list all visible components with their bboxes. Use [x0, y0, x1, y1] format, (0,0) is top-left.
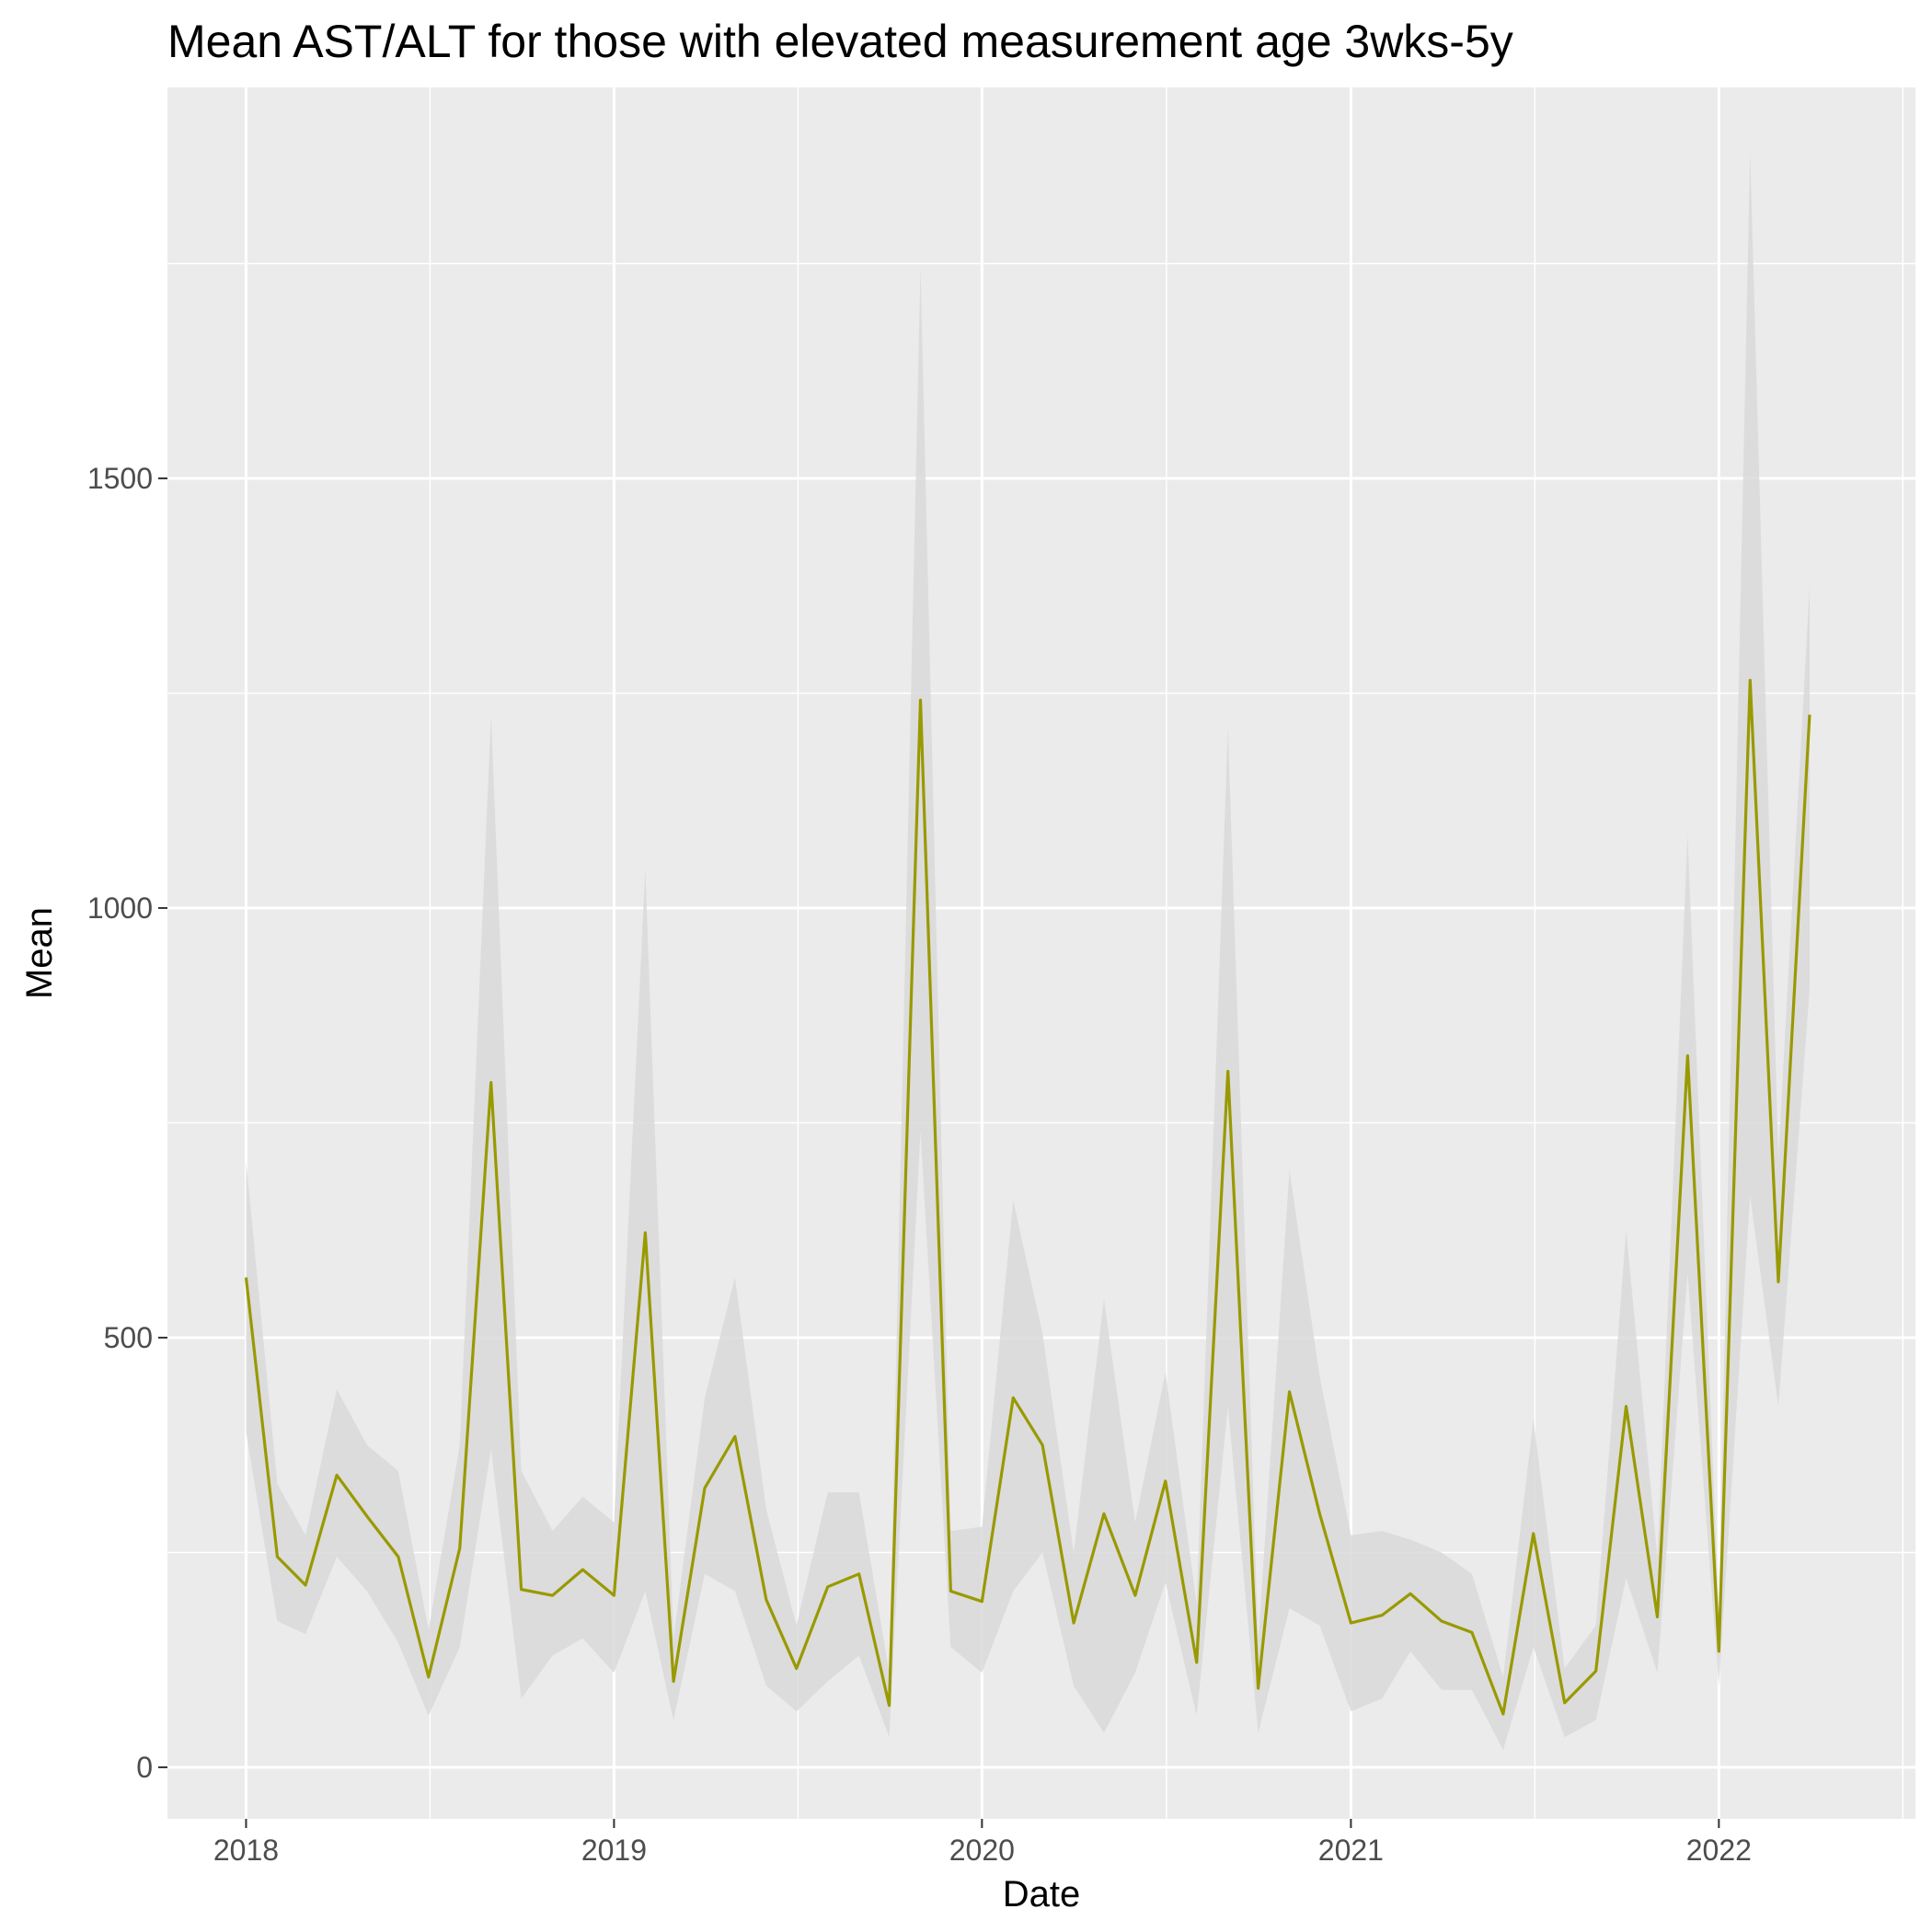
x-axis: 2018 2019 2020 2021 2022	[213, 1819, 1752, 1867]
x-tick-label: 2018	[213, 1834, 279, 1867]
confidence-ribbon	[246, 152, 1810, 1751]
x-tick-label: 2020	[949, 1834, 1015, 1867]
confidence-ribbon-layer	[246, 152, 1810, 1751]
x-tick-label: 2022	[1686, 1834, 1752, 1867]
chart-title: Mean AST/ALT for those with elevated mea…	[167, 16, 1513, 67]
mean-line-layer	[244, 678, 1811, 1716]
x-tick-label: 2019	[581, 1834, 647, 1867]
y-tick-label: 1000	[87, 891, 153, 925]
y-tick-label: 1500	[87, 462, 153, 495]
x-axis-title: Date	[1003, 1874, 1081, 1915]
y-tick-label: 0	[136, 1751, 153, 1784]
y-tick-label: 500	[104, 1321, 153, 1354]
mean-line	[244, 678, 1811, 1716]
y-axis-title: Mean	[19, 907, 60, 999]
x-tick-label: 2021	[1318, 1834, 1384, 1867]
y-axis: 0 500 1000 1500	[87, 462, 167, 1784]
